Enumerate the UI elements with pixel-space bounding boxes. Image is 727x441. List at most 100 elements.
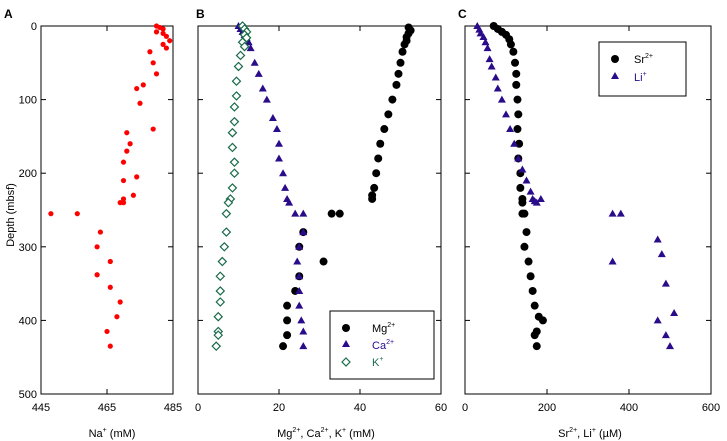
data-point-a [163, 45, 169, 51]
panel-b-xlabel-p0: Mg [277, 428, 292, 440]
legend-c-li-label: Li+ [634, 71, 647, 84]
data-point-b [254, 69, 263, 77]
legend-b-k-marker [341, 357, 351, 367]
panel-b-xlabel: Mg2+, Ca2+, K+ (mM) [277, 427, 375, 440]
data-point-c [506, 125, 515, 133]
data-point-b [227, 142, 238, 153]
data-point-b [285, 198, 294, 206]
data-point-b [244, 38, 253, 46]
y-tick-label: 200 [19, 168, 37, 180]
data-point-a [127, 141, 133, 147]
panel-a-xlabel-unit: (mM) [107, 428, 136, 440]
y-tick-label: 400 [19, 315, 37, 327]
data-point-b [281, 183, 290, 191]
data-point-b [275, 139, 283, 147]
data-point-a [120, 177, 127, 184]
panel-a-frame [40, 25, 174, 395]
data-point-b [299, 209, 308, 217]
legend-c: Sr2+ Li+ [598, 41, 687, 97]
data-point-c [509, 47, 518, 56]
data-point-b [376, 139, 385, 148]
data-point-c [514, 110, 523, 119]
data-point-b [250, 58, 259, 66]
data-point-a [107, 284, 113, 290]
y-tick-label: 300 [19, 242, 37, 254]
x-tick-label: 200 [538, 402, 556, 414]
data-point-a [120, 200, 127, 206]
data-point-b [213, 330, 224, 340]
data-point-b [213, 311, 224, 322]
panel-a-xlabel-sup: + [103, 427, 107, 434]
panel-c-letter: C [458, 7, 467, 21]
data-point-b [293, 257, 302, 265]
data-point-b [258, 84, 267, 92]
data-point-b [388, 95, 397, 104]
legend-c-li-main: Li [634, 72, 643, 84]
data-point-a [137, 100, 143, 106]
data-point-c [491, 73, 500, 81]
data-point-b [374, 154, 383, 163]
data-point-a [94, 244, 100, 250]
data-point-b [380, 125, 389, 134]
y-tick-label: 0 [31, 21, 37, 33]
legend-b: Mg2+ Ca2+ K+ [329, 310, 435, 380]
data-point-a [130, 192, 136, 198]
data-point-c [653, 316, 662, 324]
legend-b-mg-label: Mg2+ [372, 322, 395, 335]
data-point-b [299, 327, 308, 335]
legend-b-ca-main: Ca [372, 340, 387, 352]
data-point-b [327, 209, 336, 218]
legend-b-mg-sup: 2+ [387, 322, 395, 329]
data-point-a [140, 82, 146, 88]
data-point-b [221, 227, 232, 237]
data-point-a [150, 60, 156, 66]
x-tick-label: 485 [164, 402, 182, 414]
data-point-a [160, 41, 166, 48]
data-point-c [485, 55, 494, 63]
data-point-c [513, 95, 522, 104]
y-axis-label: Depth (mbsf) [5, 183, 17, 247]
data-point-c [616, 209, 625, 217]
data-point-c [510, 139, 519, 147]
x-tick-label: 40 [354, 402, 366, 414]
data-point-c [661, 331, 670, 339]
data-point-b [398, 47, 407, 56]
data-point-c [522, 176, 531, 184]
data-point-c [608, 257, 617, 265]
data-point-b [283, 331, 292, 340]
data-point-a [134, 174, 140, 180]
data-point-c [670, 309, 679, 317]
data-point-c [536, 194, 545, 202]
panel-b-xlabel-p2: , Ca [300, 428, 321, 440]
data-point-c [532, 342, 541, 351]
data-point-a [150, 126, 156, 132]
legend-c-li-marker [611, 72, 619, 79]
data-point-b [370, 183, 379, 192]
data-point-c [514, 154, 523, 162]
legend-c-box [598, 41, 687, 97]
data-point-a [120, 196, 127, 202]
data-point-c [518, 165, 527, 173]
data-point-a [124, 148, 130, 154]
data-point-b [262, 95, 271, 103]
panel-a-xlabel: Na+ (mM) [89, 427, 136, 440]
panel-b-xlabel-p1: 2+ [292, 427, 300, 434]
data-point-b [400, 40, 409, 49]
x-tick-label: 0 [195, 402, 201, 414]
data-point-a [160, 26, 166, 32]
data-point-a [48, 211, 54, 217]
panel-b-xlabel-p4: , K [329, 428, 343, 440]
data-point-b [221, 208, 232, 219]
legend-b-ca-marker [342, 340, 350, 347]
data-point-c [666, 342, 674, 350]
legend-b-k-sup: + [379, 356, 383, 363]
data-point-b [229, 168, 240, 179]
data-point-a [124, 130, 130, 136]
panel-c-xlabel-p1: 2+ [569, 427, 577, 434]
data-point-c [493, 84, 502, 92]
legend-c-li-sup: + [643, 71, 647, 78]
data-point-b [227, 183, 238, 193]
data-point-c [520, 242, 529, 251]
